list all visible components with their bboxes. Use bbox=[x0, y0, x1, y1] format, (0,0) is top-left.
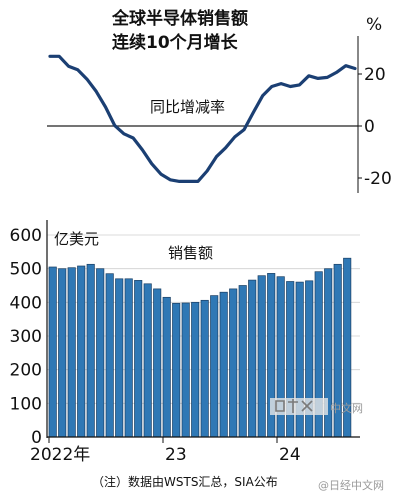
yoy-y-tick-labels: 20 0 -20 bbox=[358, 65, 392, 189]
sales-bar bbox=[124, 278, 133, 438]
sales-x-tick-labels: 2022年 23 24 bbox=[30, 437, 301, 465]
yoy-y-tick-label: 20 bbox=[364, 65, 386, 85]
sales-bar bbox=[67, 267, 76, 438]
sales-y-tick-label: 0 bbox=[31, 428, 42, 448]
sales-bar bbox=[210, 295, 219, 438]
sales-y-tick-label: 300 bbox=[10, 327, 42, 347]
sales-bar bbox=[115, 278, 124, 438]
chart-title-line-2: 连续10个月增长 bbox=[112, 32, 239, 53]
sales-y-tick-label: 400 bbox=[10, 293, 42, 313]
sales-bar bbox=[229, 288, 238, 438]
yoy-y-tick-label: 0 bbox=[364, 117, 375, 137]
sales-y-tick-label: 100 bbox=[10, 394, 42, 414]
sales-bar bbox=[238, 285, 247, 438]
sales-y-tick-labels: 0 100 200 300 400 500 600 bbox=[10, 226, 42, 448]
sales-bar bbox=[219, 291, 228, 438]
sales-bar bbox=[200, 299, 209, 438]
yoy-line bbox=[48, 54, 357, 183]
sales-x-tick-label: 2022年 bbox=[30, 445, 90, 465]
sales-x-tick-label: 23 bbox=[165, 445, 187, 465]
sales-bar bbox=[162, 296, 171, 438]
sales-y-tick-label: 600 bbox=[10, 226, 42, 246]
watermark-logo-glyph bbox=[275, 399, 313, 413]
sales-bar bbox=[143, 283, 152, 438]
sales-bar bbox=[191, 301, 200, 438]
sales-bar bbox=[181, 302, 190, 438]
chart-title-line-1: 全球半导体销售额 bbox=[111, 8, 248, 29]
sales-bar bbox=[48, 266, 57, 438]
yoy-y-tick-label: -20 bbox=[364, 169, 392, 189]
sales-bar bbox=[153, 288, 162, 438]
sales-bar bbox=[172, 302, 181, 438]
yoy-series bbox=[48, 54, 357, 183]
source-note: （注）数据由WSTS汇总，SIA公布 bbox=[92, 474, 278, 489]
sales-bar bbox=[105, 273, 114, 438]
sales-unit-label: 亿美元 bbox=[54, 230, 99, 248]
sales-x-tick-label: 24 bbox=[279, 445, 301, 465]
watermark-mid-text: 中文网 bbox=[330, 401, 363, 415]
sales-series-label: 销售额 bbox=[168, 244, 213, 262]
sales-y-tick-label: 500 bbox=[10, 260, 42, 280]
sales-bar bbox=[257, 275, 266, 438]
watermark-logo: 中文网 bbox=[270, 398, 363, 415]
sales-bar bbox=[248, 279, 257, 438]
sales-bar bbox=[58, 268, 67, 438]
yoy-series-label: 同比增减率 bbox=[150, 98, 225, 116]
sales-bar bbox=[96, 268, 105, 438]
sales-bar bbox=[86, 263, 95, 438]
yoy-unit-label: % bbox=[366, 15, 382, 35]
watermark-bottom-text: @日经中文网 bbox=[318, 478, 384, 492]
sales-bars bbox=[48, 257, 352, 438]
sales-bar bbox=[134, 280, 143, 438]
sales-bar bbox=[77, 265, 86, 438]
sales-y-tick-label: 200 bbox=[10, 361, 42, 381]
